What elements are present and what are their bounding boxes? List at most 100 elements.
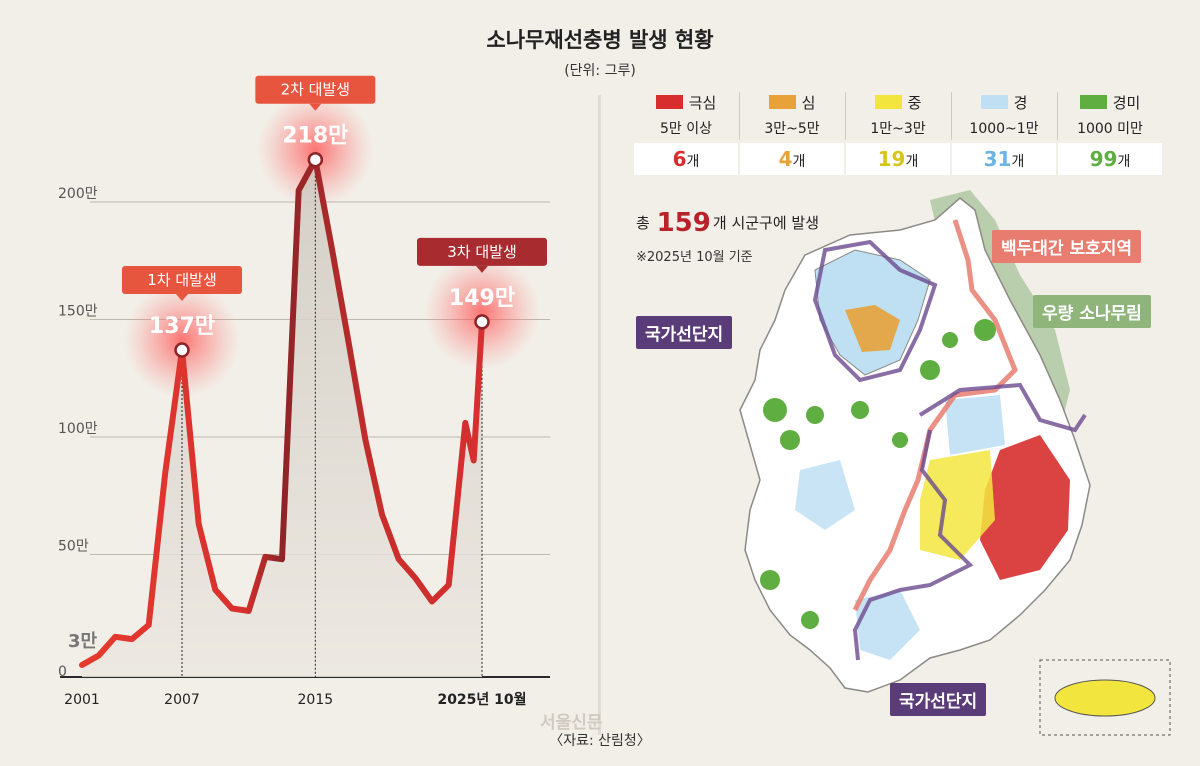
peak-value-label: 137만 <box>149 314 215 339</box>
minor-area <box>801 611 819 629</box>
peak-value-label: 149만 <box>449 286 515 311</box>
outbreak-tag-label: 1차 대발생 <box>147 271 217 289</box>
industrial-belt-label-south: 국가선단지 <box>890 683 987 716</box>
legend-head: 경미 <box>1057 92 1163 113</box>
legend-label: 심 <box>801 94 816 112</box>
jeju-island <box>1054 679 1156 717</box>
legend-head: 중 <box>845 92 951 113</box>
southeast-severe-area <box>980 435 1070 580</box>
series-line <box>79 156 485 668</box>
legend-count-value: 6 <box>672 147 687 171</box>
legend-count-value: 99 <box>1089 147 1118 171</box>
minor-area <box>806 406 824 424</box>
legend-item: 중 1만~3만 19개 <box>845 88 951 175</box>
outbreak-tag <box>417 237 547 266</box>
peak-value-label: 218만 <box>282 124 348 149</box>
legend-separator <box>1057 92 1058 140</box>
korea-map <box>739 190 1171 736</box>
outbreak-tag <box>122 266 242 295</box>
legend-count-unit: 개 <box>905 154 919 170</box>
legend-range: 5만 이상 <box>660 121 712 137</box>
legend-item: 경 1000~1만 31개 <box>951 88 1057 175</box>
outbreak-tag-pointer <box>176 294 188 302</box>
source-label: 〈자료: 산림청〉 <box>549 733 651 749</box>
legend-label: 중 <box>907 94 922 112</box>
outbreak-tag <box>255 75 376 104</box>
legend-count-unit: 개 <box>792 154 806 170</box>
y-tick-label: 200만 <box>58 186 98 202</box>
start-value-label: 3만 <box>68 631 98 652</box>
minor-area <box>920 360 940 380</box>
legend-label: 극심 <box>688 94 717 112</box>
legend-item: 극심 5만 이상 6개 <box>633 88 739 175</box>
peak-marker <box>307 151 324 168</box>
legend-count: 6개 <box>634 143 738 175</box>
legend-count: 99개 <box>1058 143 1162 175</box>
publisher-watermark: 서울신문 <box>540 713 603 733</box>
minor-area <box>892 432 908 448</box>
peak-glow <box>424 253 540 370</box>
legend-count-value: 31 <box>983 147 1012 171</box>
minor-area <box>763 398 787 422</box>
legend-label: 경미 <box>1112 94 1141 112</box>
outbreak-tag-label: 2차 대발생 <box>281 81 351 99</box>
legend-range: 3만~5만 <box>764 121 820 137</box>
metro-heavy-area <box>845 305 900 352</box>
legend-swatch <box>655 95 683 109</box>
legend: 극심 5만 이상 6개 심 3만~5만 4개 중 1만~3만 19개 경 1000~1만 31개 경미 1… <box>633 88 1163 176</box>
panel-divider <box>598 95 601 735</box>
peak-marker <box>174 342 190 358</box>
coastal-industrial-belt <box>852 382 1087 661</box>
peak-marker <box>474 314 490 330</box>
industrial-belt-label-north: 국가선단지 <box>636 316 733 349</box>
outbreak-tag-label: 3차 대발생 <box>447 243 517 261</box>
page-title: 소나무재선충병 발생 현황 <box>486 28 714 52</box>
reference-date-note: ※2025년 10월 기준 <box>636 250 753 265</box>
legend-head: 심 <box>739 92 845 113</box>
legend-label: 경 <box>1013 94 1028 112</box>
unit-label: (단위: 그루) <box>564 63 636 79</box>
minor-area <box>942 332 958 348</box>
total-suffix: 개 시군구에 발생 <box>712 214 820 232</box>
legend-item: 경미 1000 미만 99개 <box>1057 88 1163 175</box>
legend-count-value: 4 <box>778 147 793 171</box>
pine-forest-label: 우량 소나무림 <box>1033 295 1151 328</box>
legend-count-unit: 개 <box>1117 154 1131 170</box>
legend-swatch <box>1079 95 1107 109</box>
central-light-area <box>795 460 855 530</box>
y-tick-label: 50만 <box>58 539 89 555</box>
legend-count: 31개 <box>952 143 1056 175</box>
total-prefix: 총 <box>636 214 650 232</box>
dmz-industrial-belt <box>812 239 938 383</box>
legend-count-value: 19 <box>877 147 906 171</box>
x-tick-label: 2025년 10월 <box>437 691 526 708</box>
minor-area <box>974 319 996 341</box>
southwest-light-area <box>855 590 920 660</box>
peak-glow <box>124 282 240 399</box>
legend-swatch <box>768 95 796 109</box>
minor-area <box>760 570 780 590</box>
legend-item: 심 3만~5만 4개 <box>739 88 845 175</box>
y-tick-label: 100만 <box>58 421 98 437</box>
area-fill <box>82 159 482 677</box>
total-count: 159 <box>656 208 711 238</box>
x-tick-label: 2015 <box>298 692 334 708</box>
legend-swatch <box>874 95 902 109</box>
legend-count: 19개 <box>846 143 950 175</box>
legend-range: 1000 미만 <box>1077 121 1143 137</box>
legend-swatch <box>980 95 1008 109</box>
y-tick-label: 150만 <box>58 304 98 320</box>
total-summary: 총 159 개 시군구에 발생 <box>636 208 819 238</box>
y-tick-label: 0 <box>58 664 67 680</box>
x-tick-label: 2001 <box>64 692 100 708</box>
southeast-light-area <box>945 395 1005 455</box>
outbreak-line-chart: 0 50만 100만 150만 200만 2001 2007 2015 2025년 10월 13… <box>58 75 550 708</box>
outbreak-tag-pointer <box>309 103 322 111</box>
legend-separator <box>739 92 740 140</box>
legend-head: 극심 <box>633 92 739 113</box>
peak-glow <box>257 91 374 208</box>
minor-area <box>851 401 869 419</box>
legend-count: 4개 <box>740 143 844 175</box>
legend-range: 1만~3만 <box>870 121 926 137</box>
outbreak-tag-pointer <box>476 265 488 273</box>
